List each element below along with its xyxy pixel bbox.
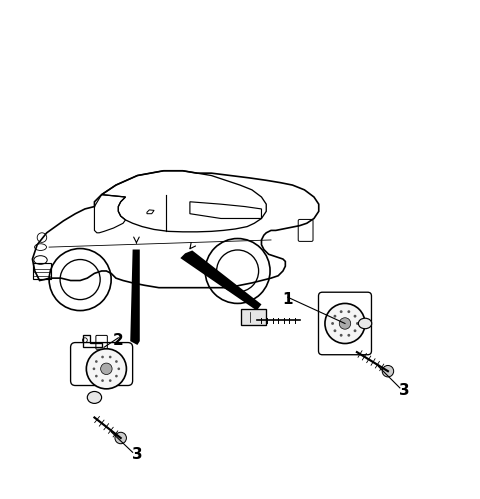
Circle shape [115, 432, 126, 444]
Circle shape [331, 322, 334, 325]
Circle shape [101, 356, 104, 358]
Circle shape [101, 363, 112, 375]
Text: 3: 3 [132, 447, 143, 462]
Circle shape [348, 310, 350, 313]
Circle shape [340, 310, 343, 313]
Circle shape [118, 367, 120, 370]
Polygon shape [130, 250, 140, 345]
Polygon shape [180, 250, 262, 310]
Circle shape [109, 379, 111, 382]
Circle shape [95, 375, 97, 377]
Circle shape [115, 375, 118, 377]
Circle shape [348, 334, 350, 337]
Circle shape [354, 315, 357, 317]
Text: 2: 2 [113, 333, 124, 348]
Circle shape [356, 322, 359, 325]
Circle shape [334, 315, 336, 317]
Circle shape [340, 334, 343, 337]
Circle shape [95, 360, 97, 363]
Circle shape [325, 303, 365, 343]
Circle shape [334, 329, 336, 332]
Circle shape [109, 356, 111, 358]
Circle shape [115, 360, 118, 363]
Text: 3: 3 [399, 383, 410, 398]
Text: 1: 1 [282, 292, 293, 307]
Circle shape [86, 349, 126, 389]
Circle shape [101, 379, 104, 382]
Circle shape [354, 329, 357, 332]
Circle shape [93, 367, 96, 370]
Ellipse shape [359, 318, 372, 329]
Ellipse shape [87, 392, 102, 403]
Circle shape [382, 365, 394, 377]
FancyBboxPatch shape [241, 309, 266, 325]
Circle shape [339, 318, 351, 329]
